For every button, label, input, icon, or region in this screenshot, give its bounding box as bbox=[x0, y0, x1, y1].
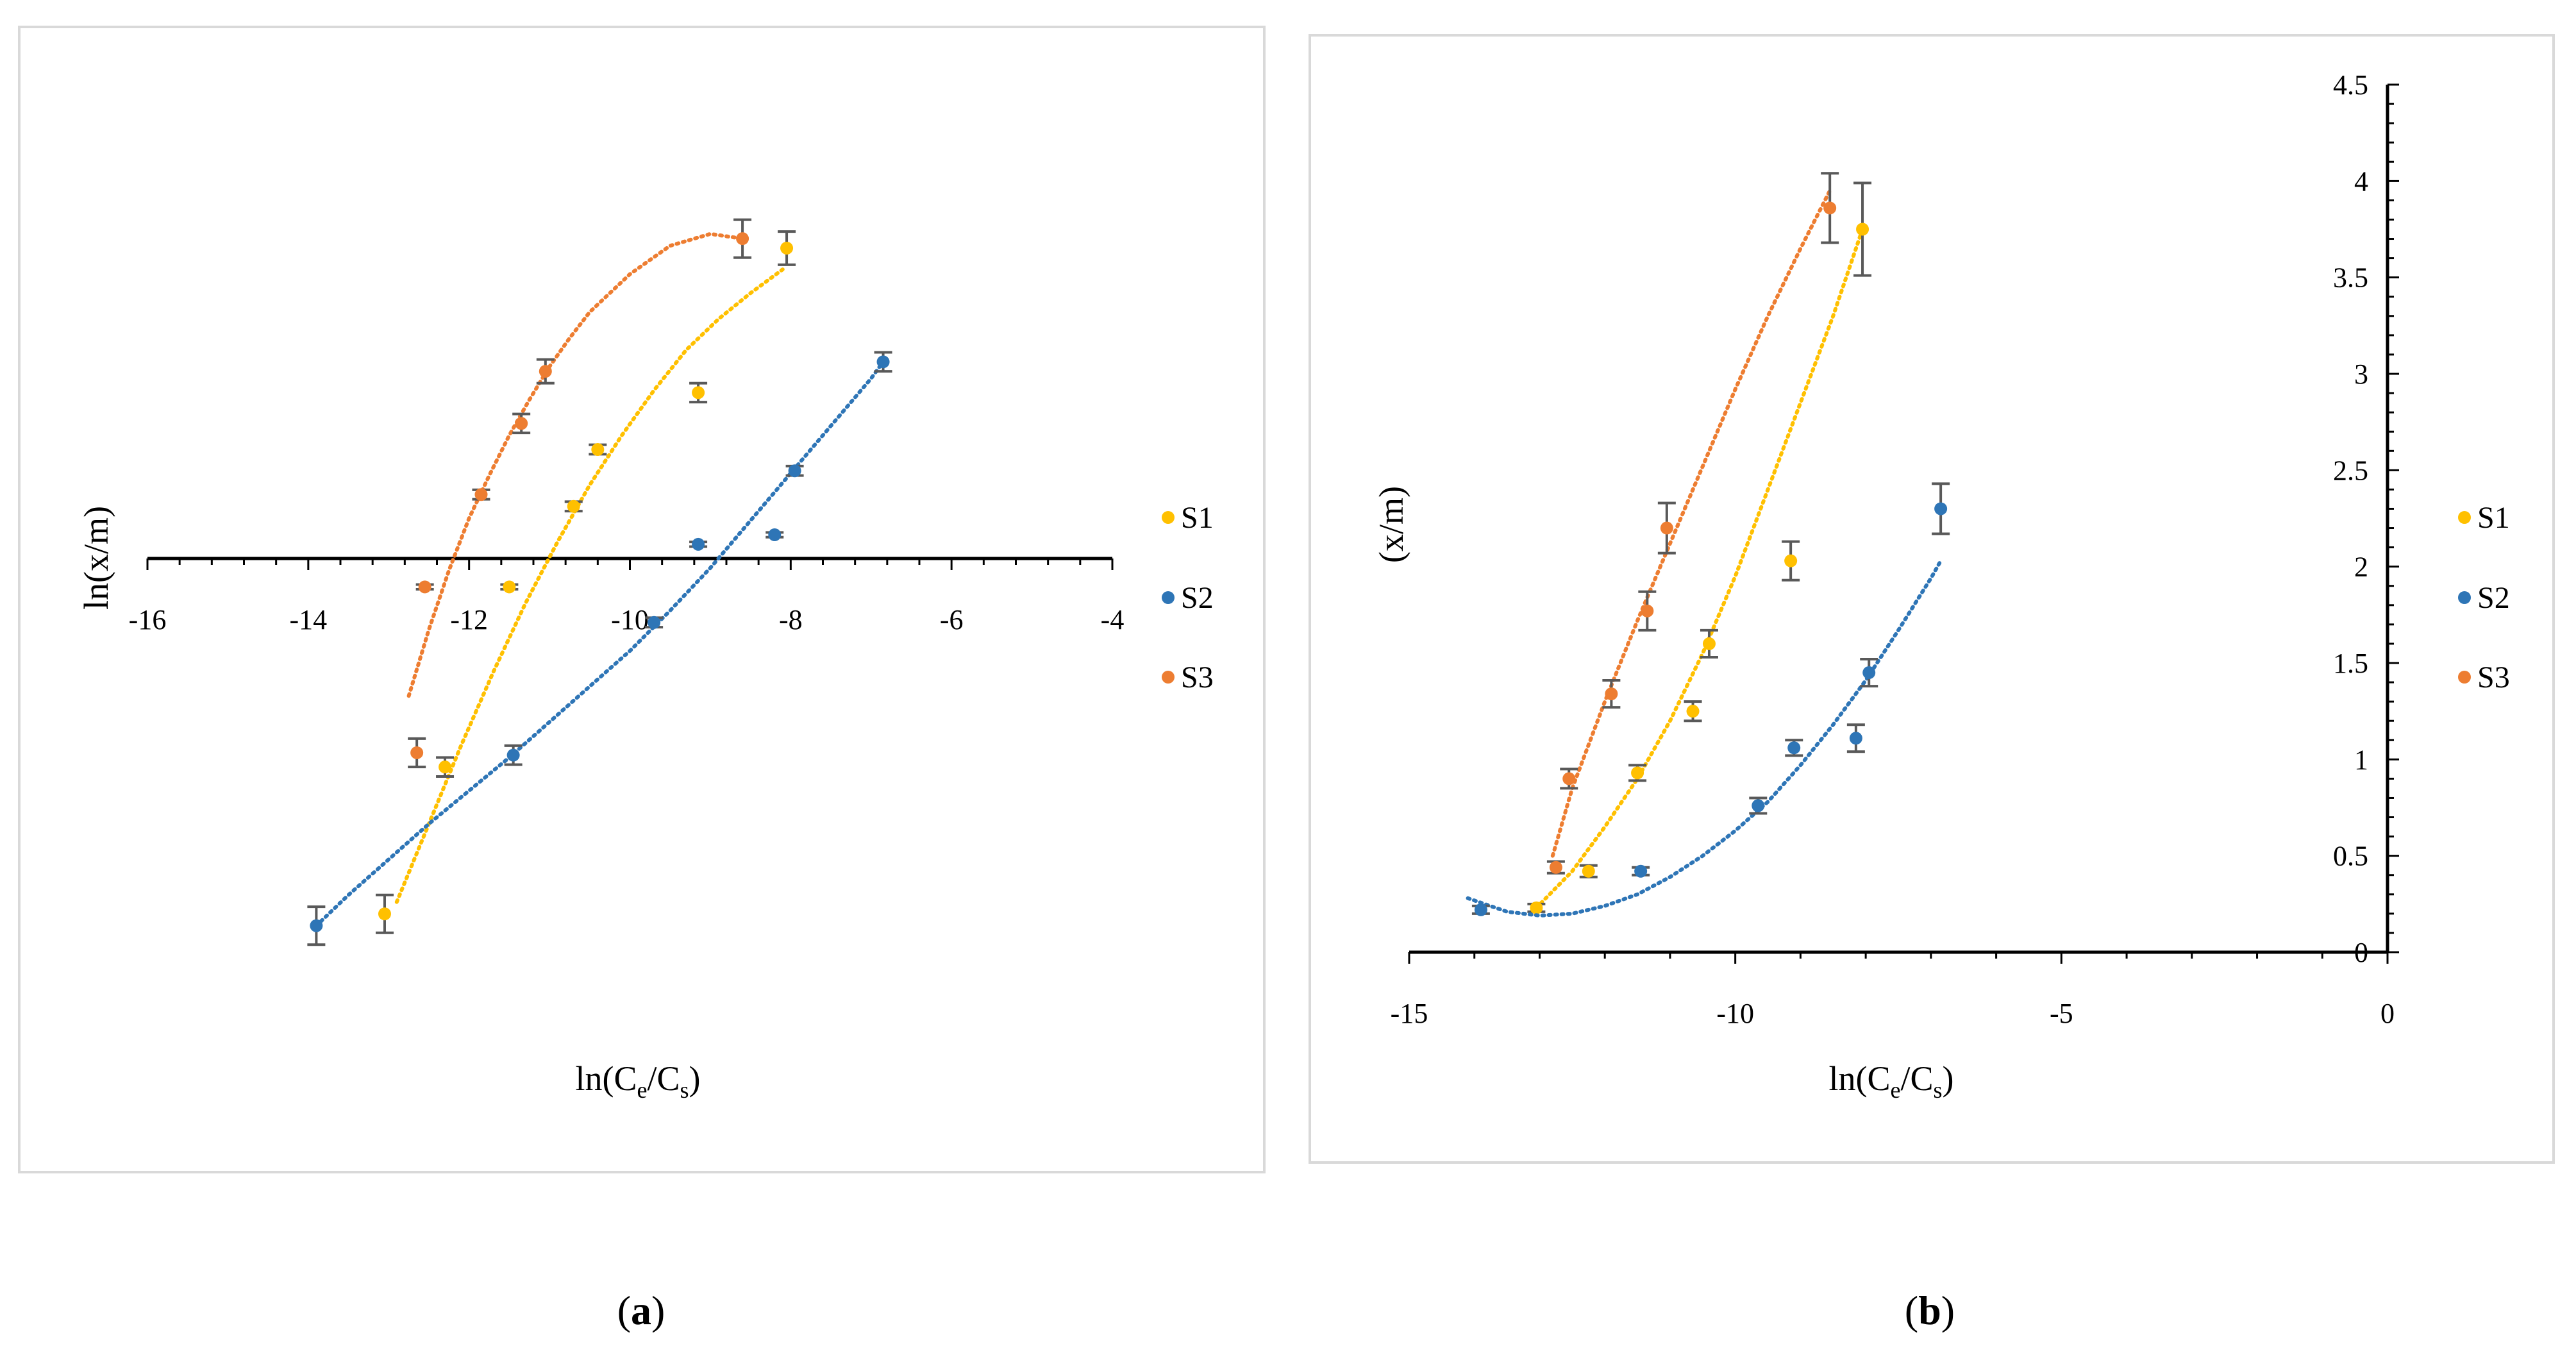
point-s2-b bbox=[1862, 666, 1876, 680]
point-s1-a bbox=[503, 580, 516, 594]
x-tick-label-b: -15 bbox=[1391, 998, 1428, 1029]
point-s3-b bbox=[1562, 772, 1576, 785]
point-s3-a bbox=[410, 746, 424, 759]
legend-b-label-s3: S3 bbox=[2477, 660, 2510, 694]
panel-b: -15 -10 -5 00 0.5 1 1.5 2 2.5 3 3.5 4 4.5 (x/m) ln(C… bbox=[1309, 34, 2555, 1333]
point-s3-a bbox=[474, 488, 488, 501]
point-s1-b bbox=[1702, 637, 1716, 650]
point-s1-b bbox=[1530, 901, 1543, 914]
x-tick-label-b: 0 bbox=[2380, 998, 2395, 1029]
point-s2-b bbox=[1752, 799, 1765, 812]
legend-b-marker-s1 bbox=[2458, 511, 2471, 524]
legend-a-label-s3: S3 bbox=[1181, 660, 1214, 694]
panel-b-xlabel: ln(Ce/Cs) bbox=[1828, 1059, 1953, 1103]
trendline-s2-a bbox=[314, 360, 885, 928]
point-s1-b bbox=[1582, 864, 1595, 878]
x-tick-label-a: -6 bbox=[940, 604, 964, 635]
x-tick-label-a: -12 bbox=[450, 604, 488, 635]
panel-b-plot-area: -15 -10 -5 00 0.5 1 1.5 2 2.5 3 3.5 4 4.5 bbox=[1391, 69, 2399, 1029]
legend-b-marker-s2 bbox=[2458, 591, 2471, 604]
legend-b-label-s1: S1 bbox=[2477, 501, 2510, 535]
point-s1-b bbox=[1856, 222, 1869, 236]
point-s3-b bbox=[1549, 860, 1562, 874]
y-tick-label-b: 4.5 bbox=[2333, 69, 2368, 101]
point-s2-a bbox=[648, 616, 661, 629]
point-s3-a bbox=[515, 417, 528, 430]
panel-a-caption: (a) bbox=[617, 1288, 665, 1333]
trendline-s3-b bbox=[1550, 189, 1832, 858]
point-s2-a bbox=[310, 919, 323, 932]
x-tick-label-a: -16 bbox=[129, 604, 167, 635]
point-s3-b bbox=[1660, 521, 1673, 535]
legend-b-marker-s3 bbox=[2458, 671, 2471, 684]
point-s2-a bbox=[692, 537, 705, 551]
x-tick-label-a: -8 bbox=[779, 604, 803, 635]
point-s2-b bbox=[1474, 903, 1487, 916]
y-tick-label-b: 2 bbox=[2354, 551, 2368, 583]
legend-a-marker-s3 bbox=[1162, 671, 1175, 684]
point-s3-b bbox=[1823, 201, 1837, 215]
point-s1-a bbox=[439, 760, 452, 774]
point-s1-a bbox=[591, 443, 605, 457]
y-tick-label-b: 3 bbox=[2354, 358, 2368, 390]
panel-a-legend: S1 S2 S3 bbox=[1162, 501, 1214, 694]
x-tick-label-a: -4 bbox=[1101, 604, 1125, 635]
point-s1-b bbox=[1686, 705, 1700, 718]
y-tick-label-b: 4 bbox=[2354, 165, 2368, 197]
legend-a-marker-s2 bbox=[1162, 591, 1175, 604]
panel-a-xlabel: ln(Ce/Cs) bbox=[575, 1059, 700, 1103]
x-tick-label-b: -5 bbox=[2050, 998, 2073, 1029]
x-tick-label-b: -10 bbox=[1716, 998, 1754, 1029]
panel-b-legend: S1 S2 S3 bbox=[2458, 501, 2510, 694]
panel-a-ylabel: ln(x/m) bbox=[77, 506, 115, 610]
point-s2-b bbox=[1849, 732, 1862, 745]
point-s3-a bbox=[418, 580, 431, 594]
y-tick-label-b: 2.5 bbox=[2333, 455, 2368, 486]
trendline-s1-a bbox=[394, 267, 785, 904]
point-s1-a bbox=[567, 500, 580, 513]
point-s1-b bbox=[1784, 554, 1798, 567]
panel-a-frame bbox=[18, 26, 1266, 1173]
legend-a-label-s1: S1 bbox=[1181, 501, 1214, 535]
trendline-s1-b bbox=[1534, 227, 1865, 910]
y-tick-label-b: 1.5 bbox=[2333, 648, 2368, 679]
panel-a-plot-area: -16-14-12-10-8-6-4-2-1.5-1-0.500.511.52 bbox=[129, 69, 1446, 1048]
point-s1-b bbox=[1631, 766, 1644, 780]
x-tick-label-a: -10 bbox=[611, 604, 649, 635]
panel-b-frame bbox=[1309, 34, 2555, 1164]
point-s1-a bbox=[378, 907, 391, 921]
legend-a-marker-s1 bbox=[1162, 511, 1175, 524]
point-s2-a bbox=[768, 528, 782, 542]
panel-b-caption: (b) bbox=[1905, 1288, 1955, 1333]
point-s3-b bbox=[1641, 604, 1654, 617]
point-s2-b bbox=[1934, 502, 1948, 516]
legend-b-label-s2: S2 bbox=[2477, 581, 2510, 615]
point-s3-a bbox=[539, 365, 552, 378]
point-s1-a bbox=[692, 386, 705, 399]
panel-a: -16-14-12-10-8-6-4-2-1.5-1-0.500.511.52 … bbox=[18, 26, 1446, 1333]
point-s1-a bbox=[780, 241, 794, 255]
point-s3-a bbox=[736, 232, 749, 246]
y-tick-label-b: 0.5 bbox=[2333, 841, 2368, 872]
point-s2-a bbox=[788, 464, 801, 478]
y-tick-label-b: 1 bbox=[2354, 744, 2368, 775]
trendline-s2-b bbox=[1466, 558, 1943, 918]
point-s2-b bbox=[1634, 864, 1648, 878]
y-tick-label-b: 0 bbox=[2354, 937, 2368, 968]
y-tick-label-b: 3.5 bbox=[2333, 262, 2368, 294]
x-tick-label-a: -14 bbox=[290, 604, 328, 635]
point-s2-a bbox=[506, 748, 520, 762]
point-s2-b bbox=[1787, 741, 1801, 755]
panel-b-ylabel: (x/m) bbox=[1372, 486, 1410, 563]
point-s3-b bbox=[1605, 687, 1618, 701]
point-s2-a bbox=[876, 355, 890, 369]
legend-a-label-s2: S2 bbox=[1181, 581, 1214, 615]
